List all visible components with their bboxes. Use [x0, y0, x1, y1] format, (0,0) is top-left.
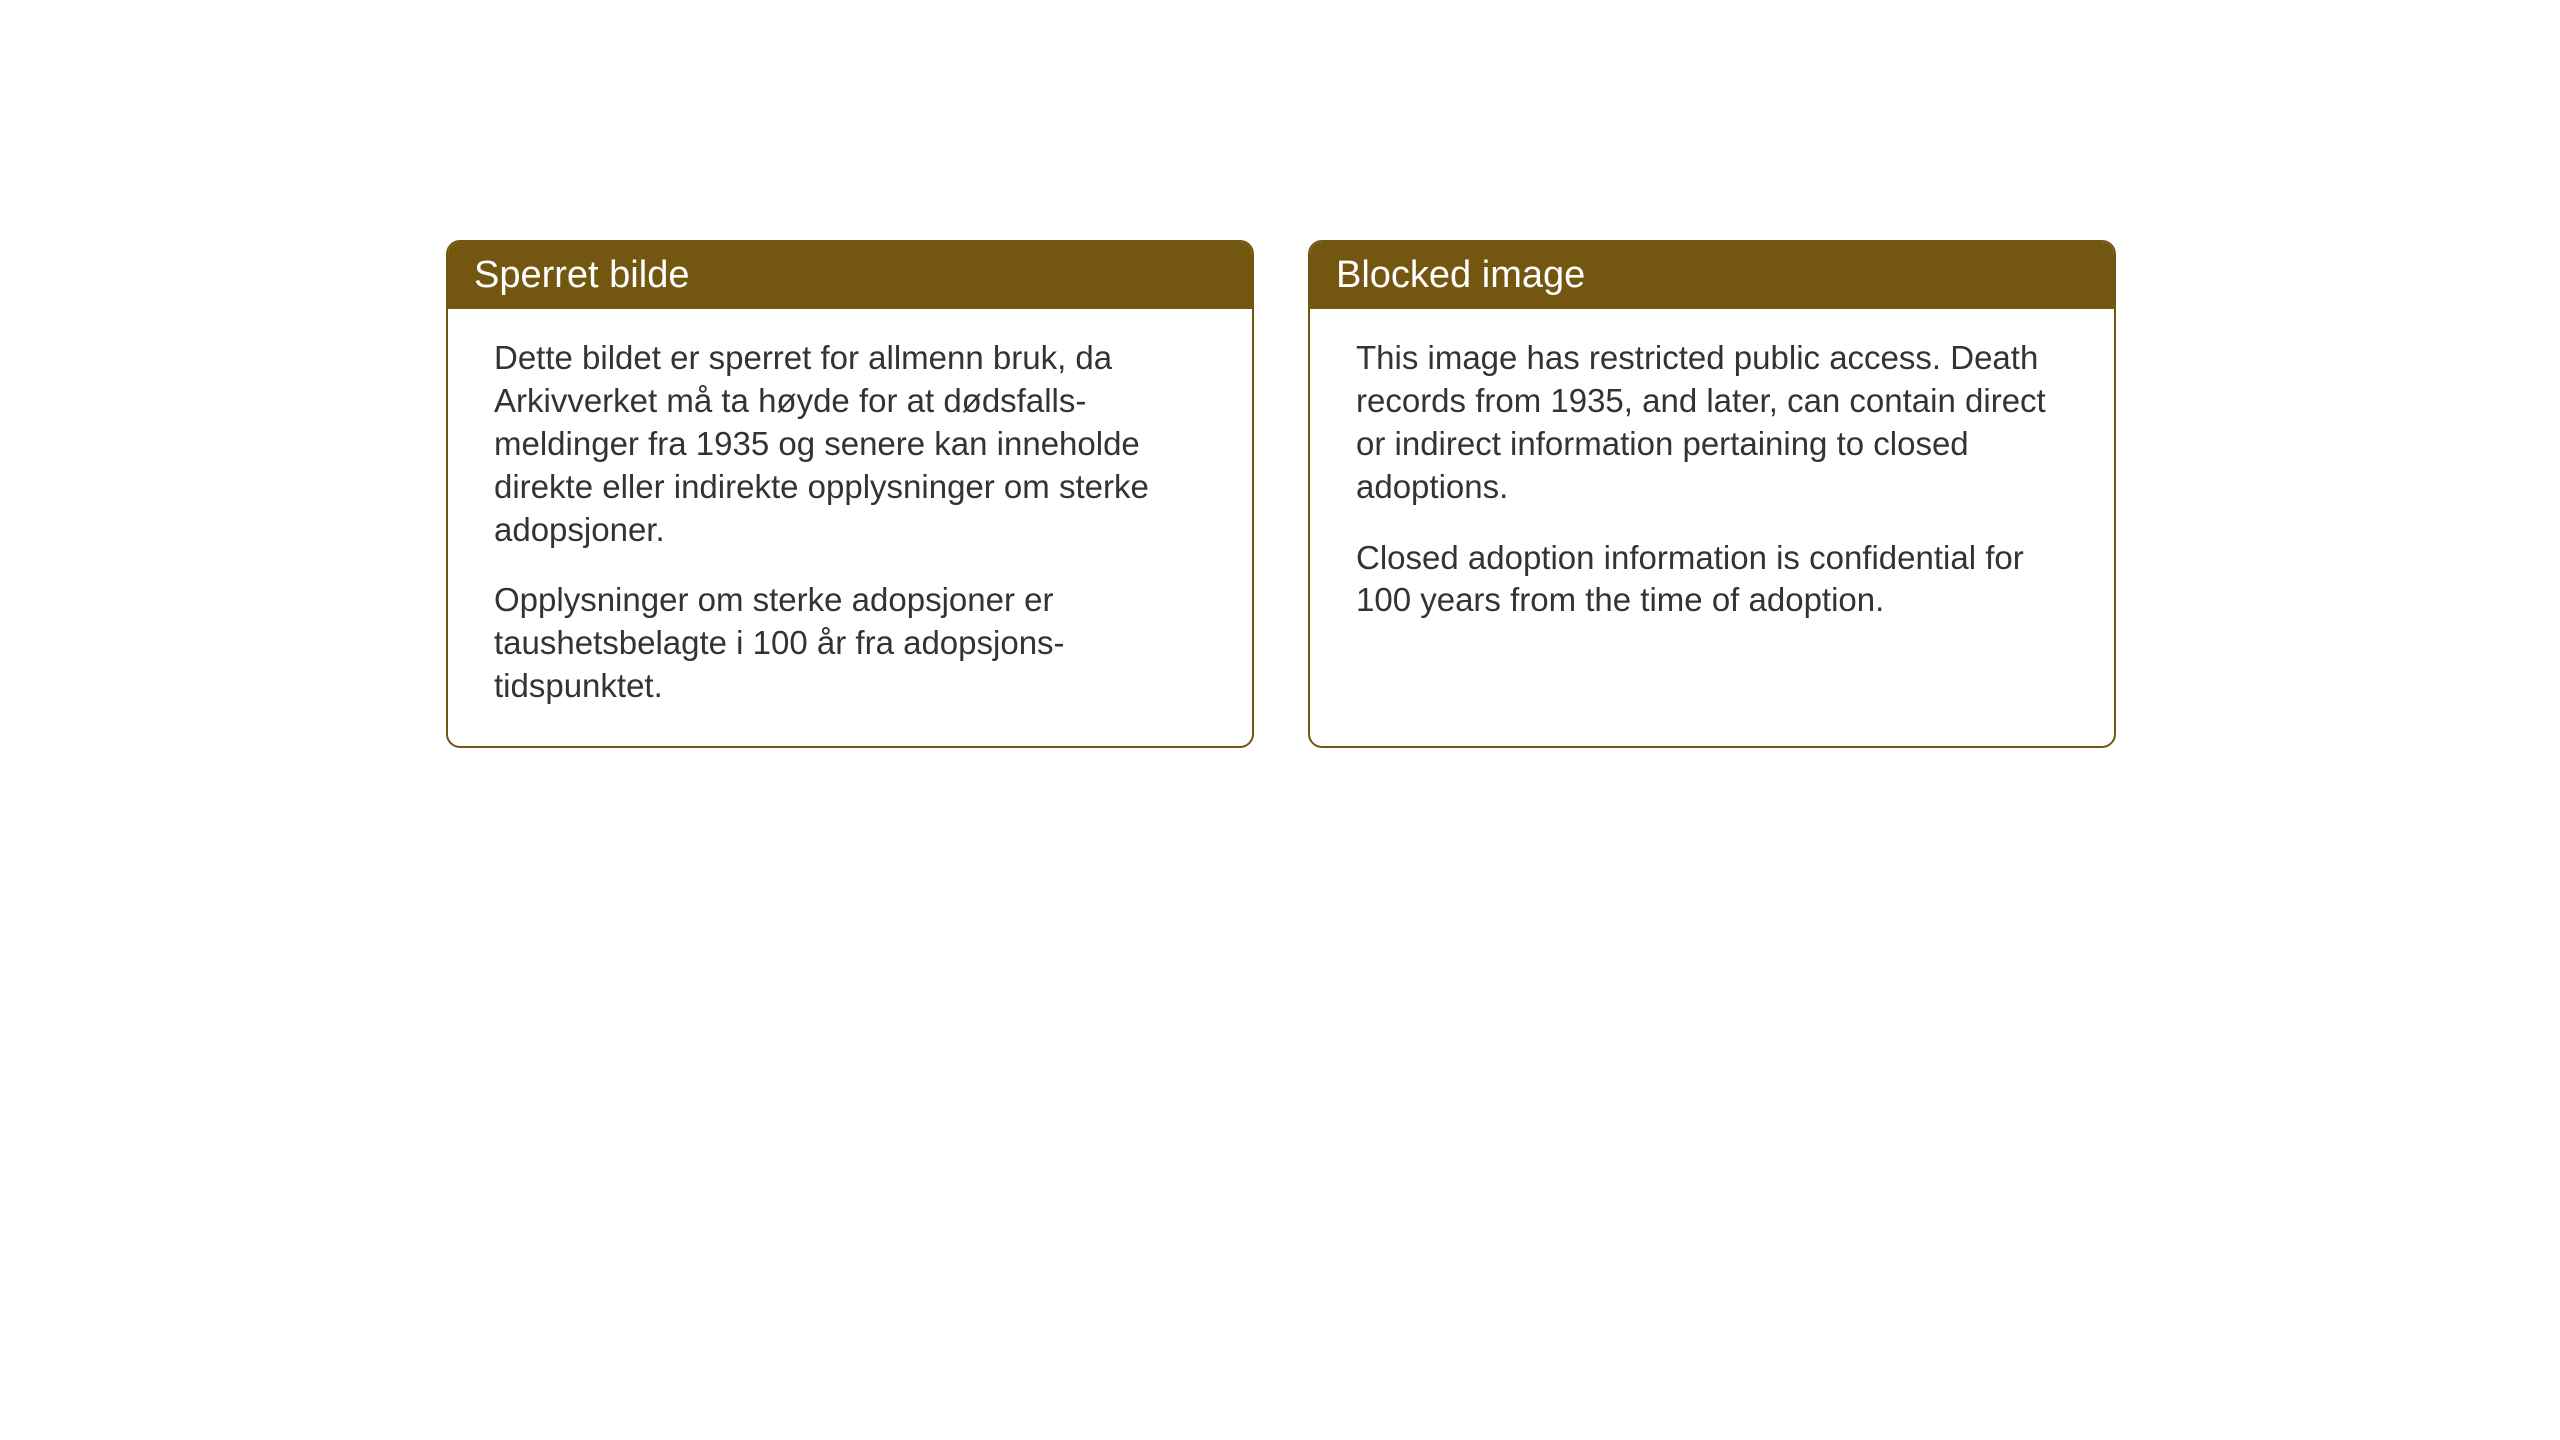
card-header-english: Blocked image — [1310, 242, 2114, 309]
card-header-norwegian: Sperret bilde — [448, 242, 1252, 309]
card-title-english: Blocked image — [1336, 254, 1585, 296]
card-paragraph-2-norwegian: Opplysninger om sterke adopsjoner er tau… — [494, 579, 1206, 708]
card-body-norwegian: Dette bildet er sperret for allmenn bruk… — [448, 309, 1252, 746]
card-paragraph-2-english: Closed adoption information is confident… — [1356, 537, 2068, 623]
card-paragraph-1-norwegian: Dette bildet er sperret for allmenn bruk… — [494, 337, 1206, 551]
notice-cards-container: Sperret bilde Dette bildet er sperret fo… — [446, 240, 2116, 748]
notice-card-norwegian: Sperret bilde Dette bildet er sperret fo… — [446, 240, 1254, 748]
notice-card-english: Blocked image This image has restricted … — [1308, 240, 2116, 748]
card-title-norwegian: Sperret bilde — [474, 254, 689, 296]
card-paragraph-1-english: This image has restricted public access.… — [1356, 337, 2068, 509]
card-body-english: This image has restricted public access.… — [1310, 309, 2114, 660]
